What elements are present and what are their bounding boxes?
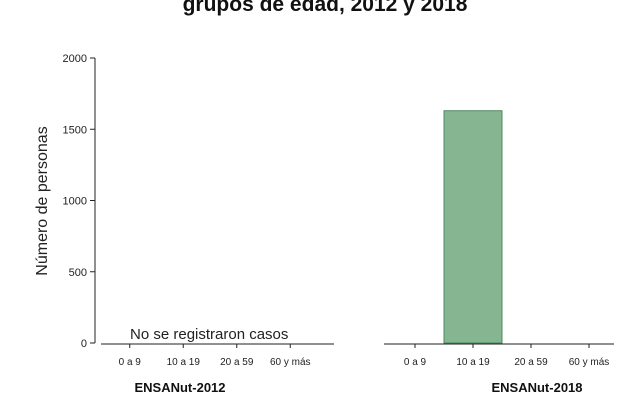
y-tick-label: 1500	[63, 124, 87, 136]
y-tick-label: 1000	[63, 196, 87, 208]
x-tick-label: 20 a 59	[514, 357, 548, 368]
x-tick-label: 20 a 59	[220, 357, 254, 368]
y-tick-label: 2000	[63, 53, 87, 65]
bars	[443, 110, 503, 344]
x-tick-label: 60 y más	[270, 357, 311, 368]
x-tick-label: 10 a 19	[167, 357, 201, 368]
y-tick-label: 0	[81, 338, 87, 350]
group-label: ENSANut-2012	[134, 380, 225, 395]
x-tick-label: 10 a 19	[456, 357, 490, 368]
x-tick-label: 0 a 9	[404, 357, 427, 368]
y-tick-label: 500	[69, 267, 87, 279]
group-label: ENSANut-2018	[491, 380, 582, 395]
no-cases-note: No se registraron casos	[130, 326, 288, 343]
x-tick-label: 60 y más	[569, 357, 610, 368]
y-axis-label: Número de personas	[34, 126, 51, 275]
chart-title: grupos de edad, 2012 y 2018	[183, 0, 468, 16]
labels: 0 500 1000 1500 2000 0 a 9 10 a 19 20 a 59 60 y …	[63, 53, 610, 395]
bar	[443, 110, 503, 344]
axes	[90, 57, 614, 348]
x-tick-label: 0 a 9	[119, 357, 142, 368]
